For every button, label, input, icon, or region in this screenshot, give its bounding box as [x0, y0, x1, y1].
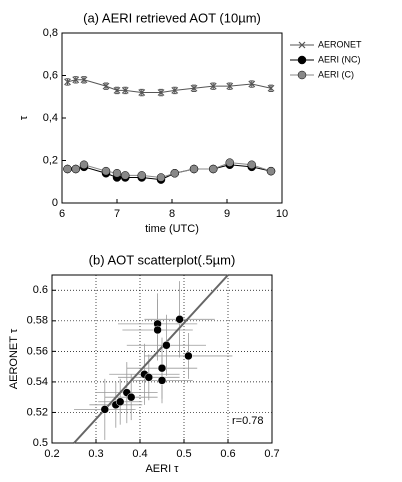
y-tick-label: 0,2	[43, 154, 58, 166]
x-tick-label: 8	[169, 208, 175, 220]
point	[157, 376, 167, 385]
marker	[189, 164, 199, 174]
legend-label: AERONET	[318, 39, 362, 49]
y-tick-label: 0.56	[27, 345, 48, 357]
marker	[112, 169, 122, 178]
marker	[113, 86, 121, 94]
x-tick-label: 0.4	[132, 448, 147, 460]
y-tick-label: 0	[52, 197, 58, 209]
point	[115, 397, 125, 407]
point	[175, 315, 184, 324]
marker	[247, 160, 256, 169]
marker	[267, 84, 275, 92]
marker	[63, 164, 72, 174]
marker	[266, 166, 276, 176]
x-tick-label: 0.2	[44, 448, 59, 460]
y-tick-label: 0.6	[33, 284, 48, 296]
y-tick-label: 0.54	[27, 376, 48, 388]
chart-title: (a) AERI retrieved AOT (10µm)	[83, 10, 261, 25]
x-tick-label: 10	[276, 208, 288, 220]
series-line	[67, 79, 272, 93]
legend-marker	[298, 41, 306, 49]
x-tick-label: 0.3	[88, 448, 103, 460]
legend-label: AERI (NC)	[318, 54, 361, 64]
x-tick-label: 0.6	[220, 448, 235, 460]
marker	[170, 169, 179, 178]
point	[157, 363, 167, 373]
marker	[157, 89, 165, 96]
point	[153, 325, 162, 335]
marker	[190, 84, 198, 92]
marker	[64, 78, 71, 86]
point	[100, 405, 110, 414]
annotation: r=0.78	[232, 415, 264, 427]
x-tick-label: 7	[114, 208, 120, 220]
x-axis-label: AERI τ	[145, 463, 179, 475]
legend-label: AERI (C)	[318, 69, 354, 79]
point	[162, 341, 171, 350]
marker	[79, 160, 89, 169]
fit-line	[73, 274, 229, 444]
marker	[121, 171, 130, 180]
marker	[156, 173, 166, 182]
y-axis-label: AERONET τ	[8, 328, 20, 389]
marker	[209, 164, 218, 174]
point	[126, 392, 136, 402]
y-tick-label: 0.52	[27, 406, 48, 418]
marker	[137, 171, 146, 180]
y-tick-label: 0.5	[33, 437, 48, 449]
x-tick-label: 0.7	[264, 448, 279, 460]
marker	[101, 166, 111, 176]
marker	[121, 86, 129, 94]
y-tick-label: 0,6	[43, 69, 58, 81]
point	[144, 373, 154, 382]
marker	[225, 158, 234, 167]
marker	[138, 89, 146, 96]
x-tick-label: 6	[59, 208, 65, 220]
plot-frame	[61, 32, 283, 204]
plot-frame	[51, 274, 273, 444]
legend-marker	[297, 70, 307, 80]
y-tick-label: 0,8	[43, 27, 58, 39]
marker	[102, 82, 110, 90]
x-tick-label: 0.5	[176, 448, 191, 460]
y-tick-label: 0.58	[27, 315, 48, 327]
x-tick-label: 9	[224, 208, 230, 220]
y-axis-label: τ	[18, 115, 30, 120]
y-tick-label: 0,4	[43, 112, 58, 124]
marker	[248, 80, 256, 88]
chart-title: (b) AOT scatterplot(.5µm)	[89, 252, 236, 267]
series-line	[67, 162, 272, 179]
marker	[72, 76, 80, 84]
marker	[80, 76, 88, 84]
marker	[171, 86, 179, 94]
legend-marker	[297, 55, 307, 65]
marker	[209, 82, 217, 90]
marker	[226, 82, 234, 90]
point	[184, 351, 193, 361]
marker	[71, 164, 80, 174]
x-axis-label: time (UTC)	[145, 223, 199, 235]
series-line	[67, 164, 272, 181]
